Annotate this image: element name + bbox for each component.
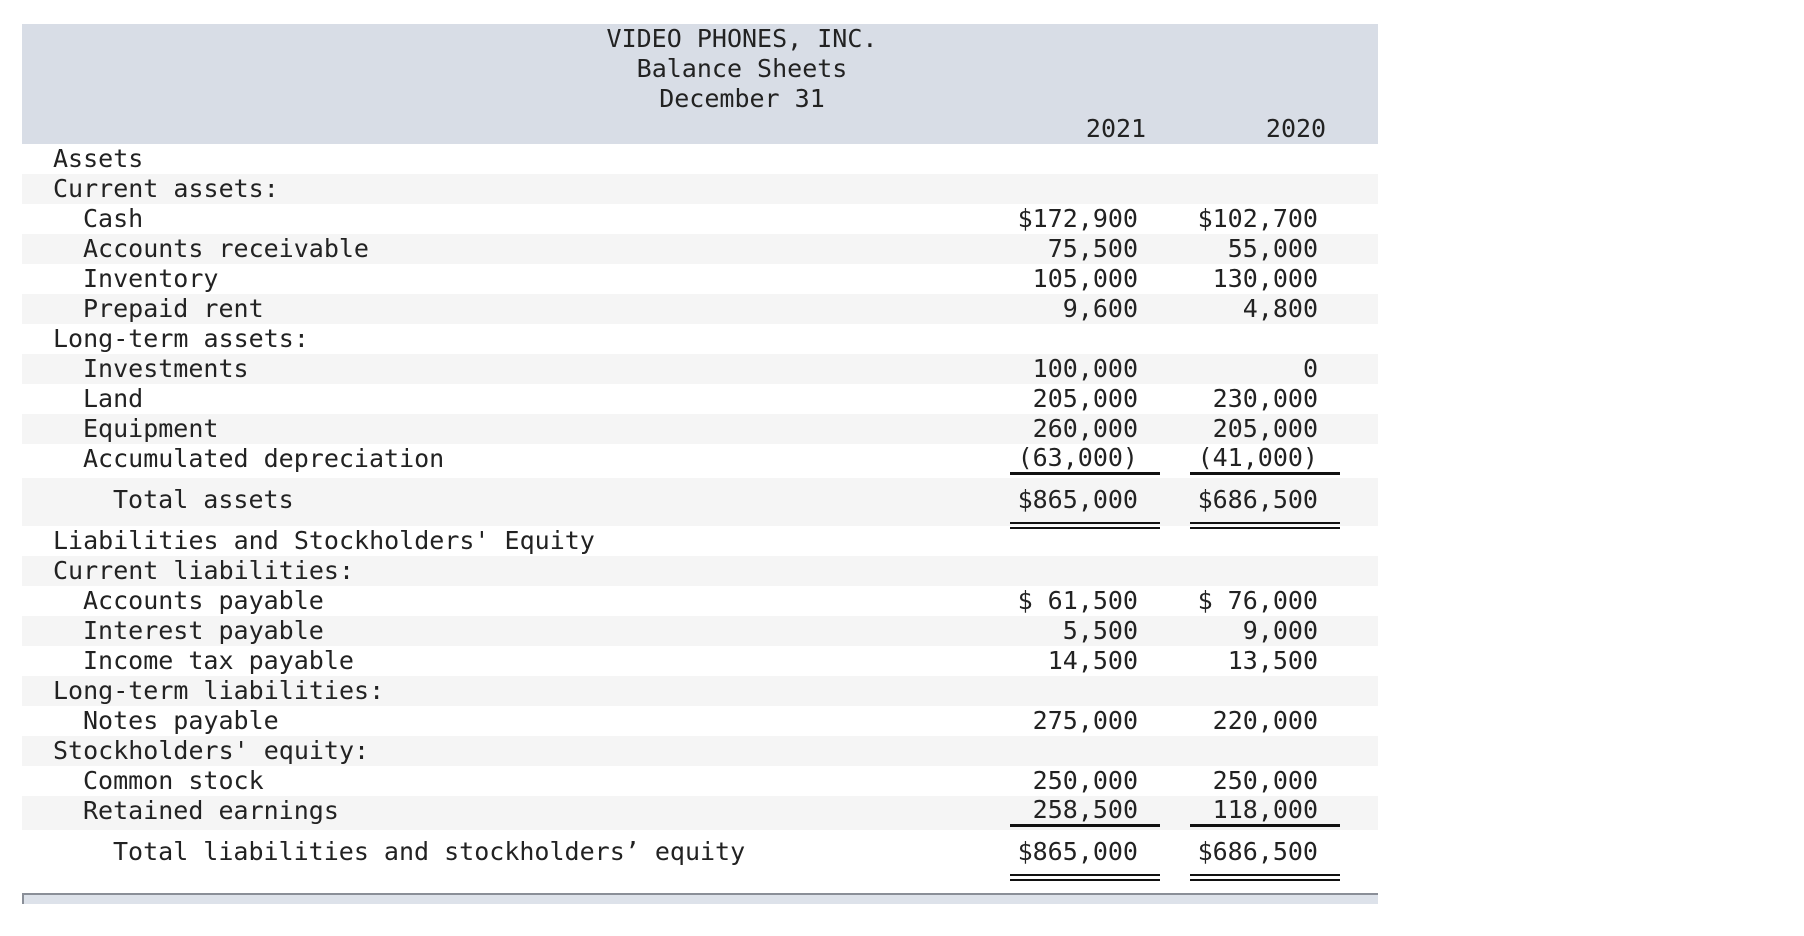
table-footer-bar: [22, 893, 1378, 904]
value-2021: $865,000: [1010, 478, 1160, 529]
row-label: Common stock: [83, 766, 264, 795]
row-label: Notes payable: [83, 706, 279, 735]
table-row: Accumulated depreciation (63,000) (41,000): [22, 444, 1378, 478]
value-2021: 100,000: [1032, 354, 1138, 383]
value-2020: 205,000: [1212, 414, 1318, 443]
value-2020: 220,000: [1212, 706, 1318, 735]
value-2020: 4,800: [1242, 294, 1318, 323]
row-label: Long-term liabilities:: [53, 676, 385, 705]
value-2021: $ 61,500: [1017, 586, 1138, 615]
column-header-2021: 2021: [1085, 114, 1147, 143]
column-header-2020: 2020: [1265, 114, 1327, 143]
table-row: Stockholders' equity:: [22, 736, 1378, 766]
table-header: VIDEO PHONES, INC. Balance Sheets Decemb…: [22, 24, 1378, 144]
value-2020: (41,000): [1190, 444, 1340, 475]
value-2021: 5,500: [1062, 616, 1138, 645]
value-2020: 13,500: [1227, 646, 1318, 675]
value-2021: 260,000: [1032, 414, 1138, 443]
row-label: Retained earnings: [83, 796, 339, 825]
table-row: Land 205,000 230,000: [22, 384, 1378, 414]
row-label: Land: [83, 384, 144, 413]
table-row: Interest payable 5,500 9,000: [22, 616, 1378, 646]
row-label: Equipment: [83, 414, 219, 443]
value-2020: $686,500: [1190, 478, 1340, 529]
value-2020: $ 76,000: [1197, 586, 1318, 615]
table-row: Long-term liabilities:: [22, 676, 1378, 706]
table-row: Investments 100,000 0: [22, 354, 1378, 384]
row-label: Total assets: [113, 485, 294, 514]
statement-date: December 31: [659, 84, 825, 113]
value-2020: $102,700: [1197, 204, 1318, 233]
value-2021: 258,500: [1010, 796, 1160, 827]
row-label: Cash: [83, 204, 144, 233]
row-label: Current assets:: [53, 174, 279, 203]
table-row: Long-term assets:: [22, 324, 1378, 354]
value-2020: 9,000: [1242, 616, 1318, 645]
row-label: Stockholders' equity:: [53, 736, 370, 765]
table-row: Accounts payable $ 61,500 $ 76,000: [22, 586, 1378, 616]
value-2020: 55,000: [1227, 234, 1318, 263]
table-row: Cash $172,900 $102,700: [22, 204, 1378, 234]
value-2021: $865,000: [1010, 830, 1160, 881]
row-label: Accounts payable: [83, 586, 324, 615]
value-2020: 130,000: [1212, 264, 1318, 293]
value-2021: 105,000: [1032, 264, 1138, 293]
row-label: Long-term assets:: [53, 324, 309, 353]
table-row: Assets: [22, 144, 1378, 174]
value-2021: 205,000: [1032, 384, 1138, 413]
row-label: Prepaid rent: [83, 294, 264, 323]
value-2020: 250,000: [1212, 766, 1318, 795]
statement-title: Balance Sheets: [636, 54, 848, 83]
value-2021: 250,000: [1032, 766, 1138, 795]
row-label: Inventory: [83, 264, 219, 293]
value-2020: 230,000: [1212, 384, 1318, 413]
row-label: Accounts receivable: [83, 234, 369, 263]
table-row: Accounts receivable 75,500 55,000: [22, 234, 1378, 264]
row-label: Interest payable: [83, 616, 324, 645]
table-row: Current assets:: [22, 174, 1378, 204]
table-row: Equipment 260,000 205,000: [22, 414, 1378, 444]
table-row: Prepaid rent 9,600 4,800: [22, 294, 1378, 324]
table-row: Notes payable 275,000 220,000: [22, 706, 1378, 736]
value-2021: $172,900: [1017, 204, 1138, 233]
row-label: Current liabilities:: [53, 556, 355, 585]
value-2021: (63,000): [1010, 444, 1160, 475]
row-label: Income tax payable: [83, 646, 354, 675]
table-body: Assets Current assets: Cash $172,900 $102,70…: [22, 144, 1378, 881]
value-2021: 9,600: [1062, 294, 1138, 323]
value-2020: 118,000: [1190, 796, 1340, 827]
table-row: Total assets $865,000 $686,500: [22, 478, 1378, 529]
table-row: Common stock 250,000 250,000: [22, 766, 1378, 796]
balance-sheet-table: VIDEO PHONES, INC. Balance Sheets Decemb…: [22, 24, 1378, 881]
table-row: Liabilities and Stockholders' Equity: [22, 526, 1378, 556]
row-label: Accumulated depreciation: [83, 444, 445, 473]
value-2021: 275,000: [1032, 706, 1138, 735]
row-label: Investments: [83, 354, 249, 383]
row-label: Assets: [53, 144, 144, 173]
table-row: Retained earnings 258,500 118,000: [22, 796, 1378, 830]
company-name: VIDEO PHONES, INC.: [606, 24, 878, 53]
table-row: Income tax payable 14,500 13,500: [22, 646, 1378, 676]
value-2021: 75,500: [1047, 234, 1138, 263]
value-2020: $686,500: [1190, 830, 1340, 881]
table-row: Inventory 105,000 130,000: [22, 264, 1378, 294]
row-label: Liabilities and Stockholders' Equity: [53, 526, 595, 555]
row-label: Total liabilities and stockholders’ equi…: [113, 837, 746, 866]
value-2020: 0: [1302, 354, 1318, 383]
table-row: Current liabilities:: [22, 556, 1378, 586]
table-row: Total liabilities and stockholders’ equi…: [22, 830, 1378, 881]
value-2021: 14,500: [1047, 646, 1138, 675]
